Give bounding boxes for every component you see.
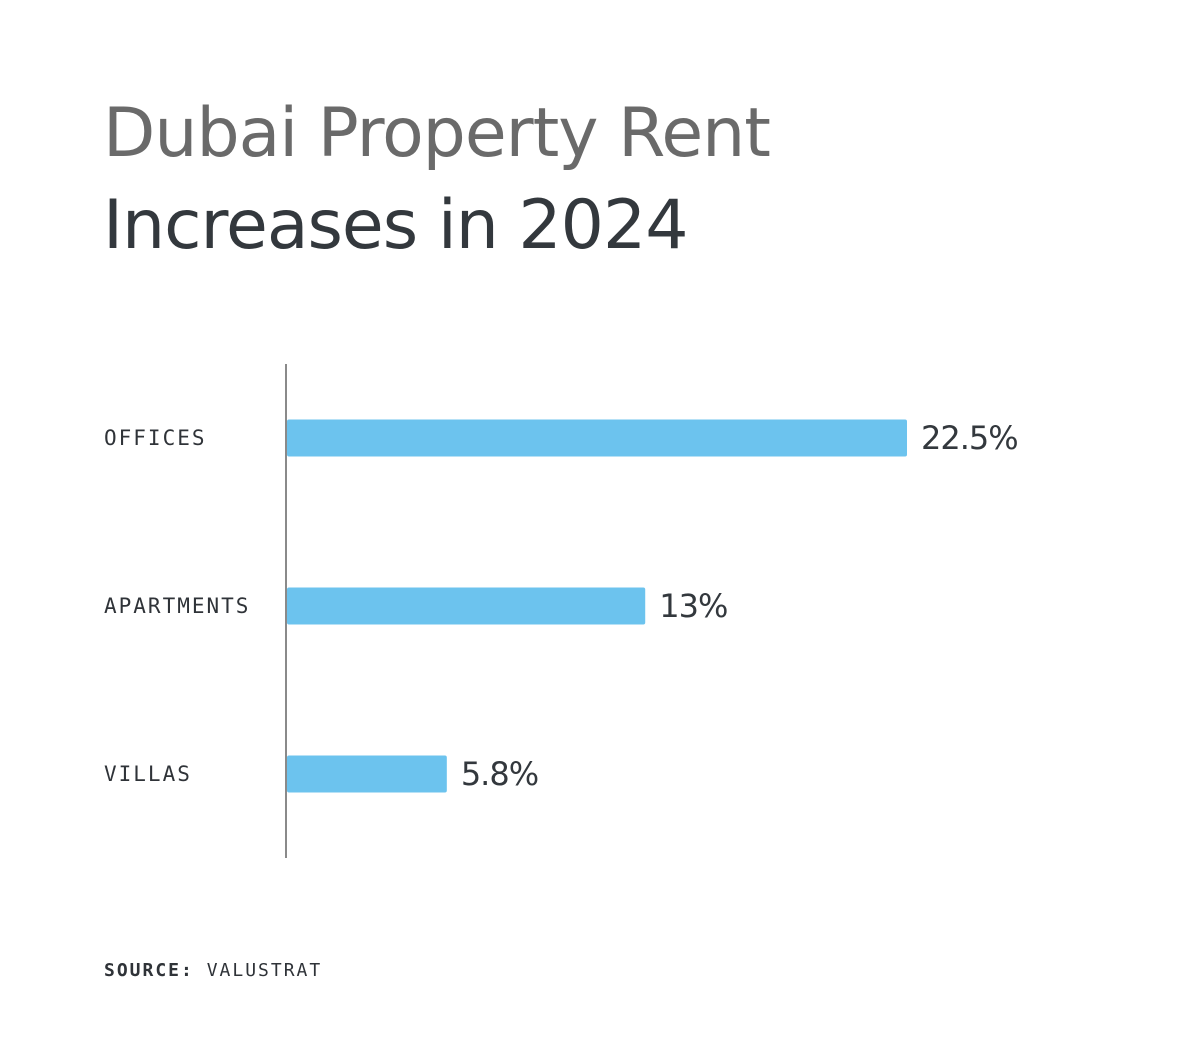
chart-title-line-1: Dubai Property Rent	[103, 94, 771, 173]
source-note: SOURCE: VALUSTRAT	[104, 960, 322, 981]
category-label: VILLAS	[104, 762, 192, 786]
source-value: VALUSTRAT	[206, 960, 323, 981]
value-label: 13%	[659, 587, 727, 625]
category-label: APARTMENTS	[104, 594, 250, 618]
chart-title-line-2: Increases in 2024	[103, 186, 688, 265]
value-label: 22.5%	[921, 419, 1018, 457]
value-label: 5.8%	[461, 755, 538, 793]
bar	[287, 419, 907, 457]
category-label: OFFICES	[104, 426, 207, 450]
bar	[287, 587, 646, 625]
chart-title: Dubai Property Rent Increases in 2024	[103, 88, 771, 272]
source-label: SOURCE:	[104, 960, 194, 981]
bar	[287, 755, 447, 793]
